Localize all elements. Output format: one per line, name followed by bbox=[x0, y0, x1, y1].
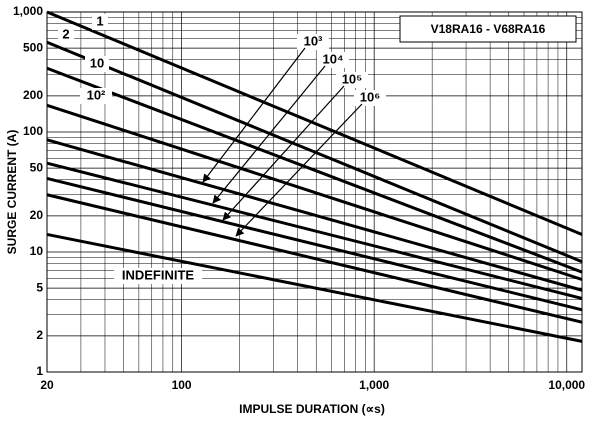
series-label: 10⁶ bbox=[360, 89, 380, 104]
series-label: 10 bbox=[90, 55, 104, 70]
y-tick-label: 50 bbox=[30, 160, 44, 174]
y-tick-label: 20 bbox=[30, 208, 44, 222]
label-bg bbox=[58, 27, 74, 43]
x-tick-label: 10,000 bbox=[548, 378, 585, 392]
series-line bbox=[46, 40, 583, 264]
label-bg bbox=[80, 88, 112, 104]
x-tick-label: 1,000 bbox=[359, 378, 389, 392]
label-bg bbox=[114, 268, 202, 284]
series-line bbox=[46, 10, 583, 236]
y-tick-label: 5 bbox=[36, 280, 43, 294]
y-tick-label: 1 bbox=[36, 364, 43, 378]
series-line bbox=[46, 193, 583, 324]
series-line bbox=[46, 103, 583, 281]
series-label: 10⁵ bbox=[342, 71, 363, 86]
label-bg bbox=[336, 72, 368, 88]
label-bg bbox=[297, 34, 329, 50]
y-tick-label: 2 bbox=[36, 328, 43, 342]
x-axis-label: IMPULSE DURATION (∝s) bbox=[239, 402, 385, 416]
label-bg bbox=[92, 14, 108, 30]
series-label: INDEFINITE bbox=[122, 267, 195, 282]
label-arrow bbox=[212, 65, 326, 204]
series-label: 10³ bbox=[304, 33, 323, 48]
series-label: 1 bbox=[96, 13, 103, 28]
series-line bbox=[46, 138, 583, 292]
series-label: 10⁴ bbox=[323, 51, 344, 66]
y-tick-label: 10 bbox=[30, 244, 44, 258]
y-tick-label: 100 bbox=[23, 124, 43, 138]
label-bg bbox=[85, 56, 109, 72]
series-line bbox=[46, 66, 583, 274]
y-tick-label: 500 bbox=[23, 40, 43, 54]
series-label: 2 bbox=[62, 26, 69, 41]
series-line bbox=[46, 177, 583, 312]
plot-frame bbox=[46, 11, 583, 373]
x-tick-label: 100 bbox=[172, 378, 192, 392]
x-tick-label: 20 bbox=[40, 378, 54, 392]
label-bg bbox=[317, 52, 349, 68]
y-tick-label: 200 bbox=[23, 88, 43, 102]
series-line bbox=[46, 161, 583, 300]
y-tick-label: 1,000 bbox=[13, 4, 43, 18]
series-label: 10² bbox=[87, 87, 106, 102]
label-arrow bbox=[235, 103, 363, 237]
title-box bbox=[399, 15, 577, 43]
chart-title: V18RA16 - V68RA16 bbox=[431, 22, 546, 36]
label-bg bbox=[354, 90, 386, 106]
label-arrow bbox=[222, 85, 345, 221]
y-axis-label: SURGE CURRENT (A) bbox=[5, 130, 19, 255]
label-arrow bbox=[202, 47, 306, 183]
series-line bbox=[46, 232, 583, 343]
